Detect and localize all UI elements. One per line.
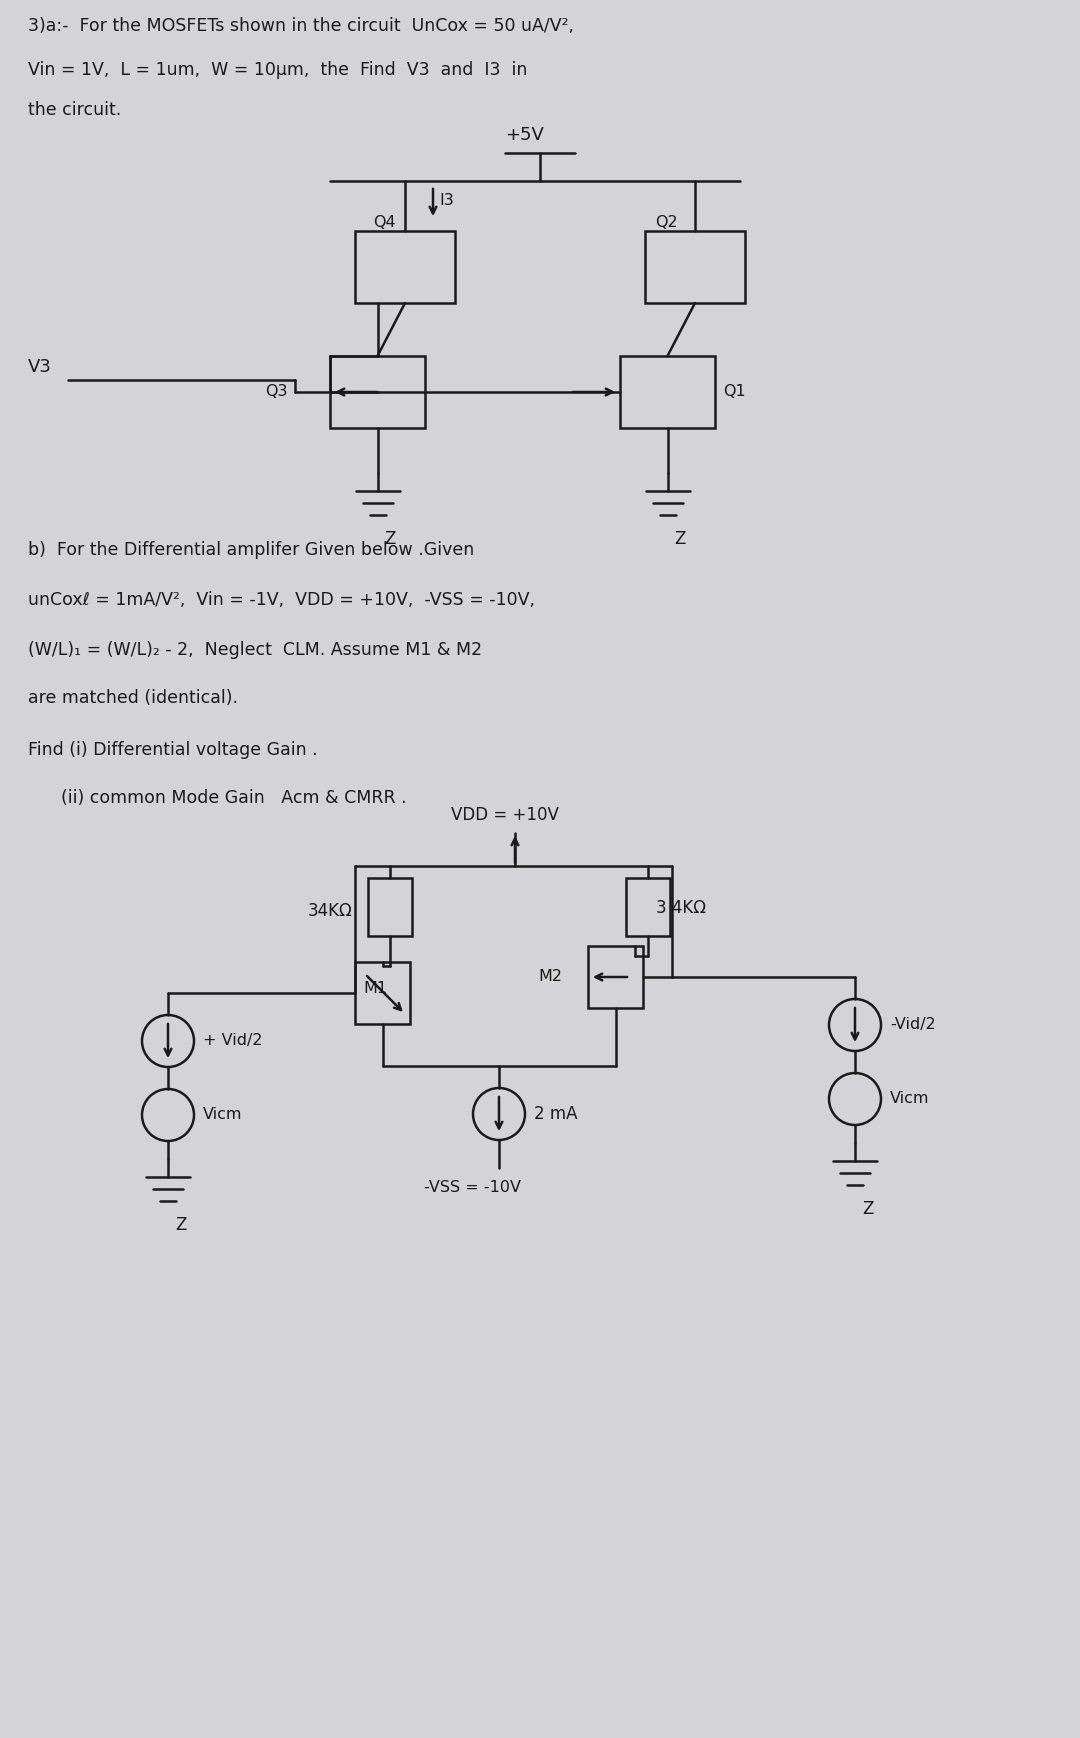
Text: b)  For the Differential amplifer Given below .Given: b) For the Differential amplifer Given b… bbox=[28, 541, 474, 560]
Text: are matched (identical).: are matched (identical). bbox=[28, 688, 238, 707]
Text: M2: M2 bbox=[538, 970, 562, 984]
Text: (ii) common Mode Gain   Acm & CMRR .: (ii) common Mode Gain Acm & CMRR . bbox=[28, 789, 407, 806]
Bar bbox=[330, 356, 426, 428]
Text: Vin = 1V,  L = 1um,  W = 10μm,  the  Find  V3  and  I3  in: Vin = 1V, L = 1um, W = 10μm, the Find V3… bbox=[28, 61, 527, 78]
Bar bbox=[626, 878, 670, 937]
Text: Find (i) Differential voltage Gain .: Find (i) Differential voltage Gain . bbox=[28, 740, 318, 760]
Text: Z: Z bbox=[675, 530, 686, 547]
Text: Q3: Q3 bbox=[265, 384, 287, 400]
Text: -VSS = -10V: -VSS = -10V bbox=[424, 1180, 521, 1196]
Text: Z: Z bbox=[862, 1199, 874, 1218]
Text: Z: Z bbox=[384, 530, 396, 547]
Text: Vicm: Vicm bbox=[203, 1107, 243, 1123]
Text: V3: V3 bbox=[28, 358, 52, 375]
Text: 3)a:-  For the MOSFETs shown in the circuit  UnCox = 50 uA/V²,: 3)a:- For the MOSFETs shown in the circu… bbox=[28, 17, 573, 35]
Text: Q4: Q4 bbox=[373, 216, 395, 231]
Text: 3 4KΩ: 3 4KΩ bbox=[656, 899, 706, 918]
Bar bbox=[645, 231, 745, 302]
Bar bbox=[620, 356, 715, 428]
Text: I3: I3 bbox=[438, 193, 454, 209]
Text: Q1: Q1 bbox=[723, 384, 746, 400]
Text: -Vid/2: -Vid/2 bbox=[890, 1017, 935, 1032]
Bar bbox=[588, 945, 643, 1008]
Bar bbox=[355, 963, 410, 1024]
Text: Q2: Q2 bbox=[654, 216, 677, 231]
Text: VDD = +10V: VDD = +10V bbox=[451, 806, 559, 824]
Text: unCoxℓ = 1mA/V²,  Vin = -1V,  VDD = +10V,  -VSS = -10V,: unCoxℓ = 1mA/V², Vin = -1V, VDD = +10V, … bbox=[28, 591, 535, 608]
Text: Z: Z bbox=[175, 1217, 187, 1234]
Text: 34KΩ: 34KΩ bbox=[308, 902, 353, 919]
Bar bbox=[355, 231, 455, 302]
Text: the circuit.: the circuit. bbox=[28, 101, 121, 118]
Text: Vicm: Vicm bbox=[890, 1091, 930, 1107]
Text: +5V: +5V bbox=[505, 125, 544, 144]
Text: M1: M1 bbox=[363, 982, 387, 996]
Text: 2 mA: 2 mA bbox=[534, 1105, 578, 1123]
Text: (W/L)₁ = (W/L)₂ - 2,  Neglect  CLM. Assume M1 & M2: (W/L)₁ = (W/L)₂ - 2, Neglect CLM. Assume… bbox=[28, 641, 482, 659]
Text: + Vid/2: + Vid/2 bbox=[203, 1034, 262, 1048]
Bar bbox=[368, 878, 411, 937]
